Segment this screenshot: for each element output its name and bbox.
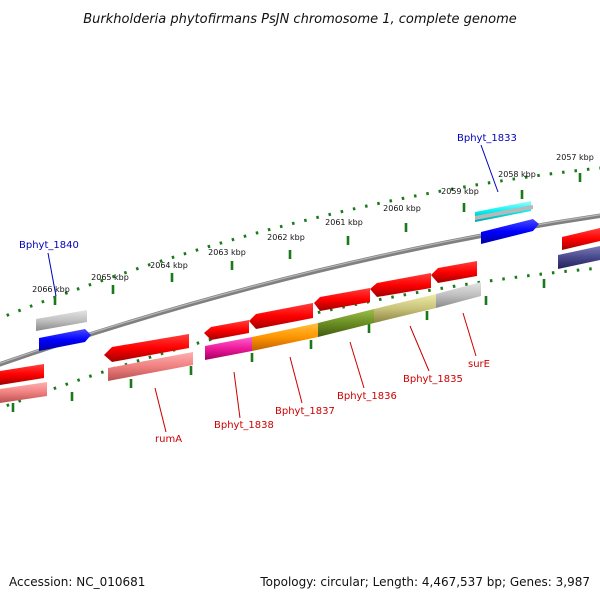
gene-feature-right-navy xyxy=(558,246,600,269)
tick-label-2061: 2061 kbp xyxy=(325,218,363,227)
gene-feature-1835-arrow xyxy=(370,273,431,297)
genome-summary-text: Topology: circular; Length: 4,467,537 bp… xyxy=(259,575,590,589)
gene-feature-sure xyxy=(436,282,481,308)
map-title: Burkholderia phytofirmans PsJN chromosom… xyxy=(83,12,517,27)
label-leader-lines xyxy=(47,144,499,433)
gene-feature-left-pink xyxy=(0,382,47,403)
tick-label-2058: 2058 kbp xyxy=(498,170,536,179)
gene-label-bphyt-1835: Bphyt_1835 xyxy=(403,374,463,385)
gene-label-ruma: rumA xyxy=(155,434,182,445)
tick-label-2063: 2063 kbp xyxy=(208,248,246,257)
gene-feature-left-red xyxy=(0,364,44,385)
tick-label-2062: 2062 kbp xyxy=(267,233,305,242)
gene-feature-1838 xyxy=(205,337,252,360)
tick-label-2057: 2057 kbp xyxy=(556,153,594,162)
outer-major-ticks xyxy=(53,173,582,305)
tick-label-2059: 2059 kbp xyxy=(441,187,479,196)
accession-text: Accession: NC_010681 xyxy=(9,575,145,589)
gene-feature-sure-arrow xyxy=(431,261,477,283)
inner-major-ticks xyxy=(11,279,546,412)
gene-feature-right-red xyxy=(562,228,600,250)
gene-label-bphyt-1833: Bphyt_1833 xyxy=(457,133,517,144)
gene-feature-ruma-pink xyxy=(108,352,193,381)
gene-feature-1836 xyxy=(318,309,374,337)
gene-feature-1835 xyxy=(374,294,436,323)
gene-labels: Bphyt_1840 Bphyt_1833 rumA Bphyt_1838 Bp… xyxy=(19,133,517,445)
gene-feature-1833 xyxy=(481,219,539,244)
outer-scale-ring xyxy=(0,166,600,320)
gene-feature-1840 xyxy=(39,329,91,351)
tick-label-2066: 2066 kbp xyxy=(32,285,70,294)
gene-feature-ruma xyxy=(104,334,189,362)
gene-label-sure: surE xyxy=(468,359,490,370)
gene-feature-1838-arrow xyxy=(204,320,249,340)
gene-label-bphyt-1840: Bphyt_1840 xyxy=(19,240,79,251)
tick-label-2064: 2064 kbp xyxy=(150,261,188,270)
gene-feature-1837-arrow xyxy=(249,303,313,329)
gene-label-bphyt-1838: Bphyt_1838 xyxy=(214,420,274,431)
tick-label-2060: 2060 kbp xyxy=(383,204,421,213)
gene-label-bphyt-1837: Bphyt_1837 xyxy=(275,406,335,417)
kbp-tick-labels: 2066 kbp 2065 kbp 2064 kbp 2063 kbp 2062… xyxy=(32,153,594,294)
gene-label-bphyt-1836: Bphyt_1836 xyxy=(337,391,397,402)
tick-label-2065: 2065 kbp xyxy=(91,273,129,282)
gene-feature-1837 xyxy=(252,323,318,351)
gene-feature-1840-grey xyxy=(36,310,87,331)
gene-features xyxy=(0,201,600,403)
gene-feature-1836-arrow xyxy=(314,288,370,311)
inner-scale-ring xyxy=(0,266,600,410)
